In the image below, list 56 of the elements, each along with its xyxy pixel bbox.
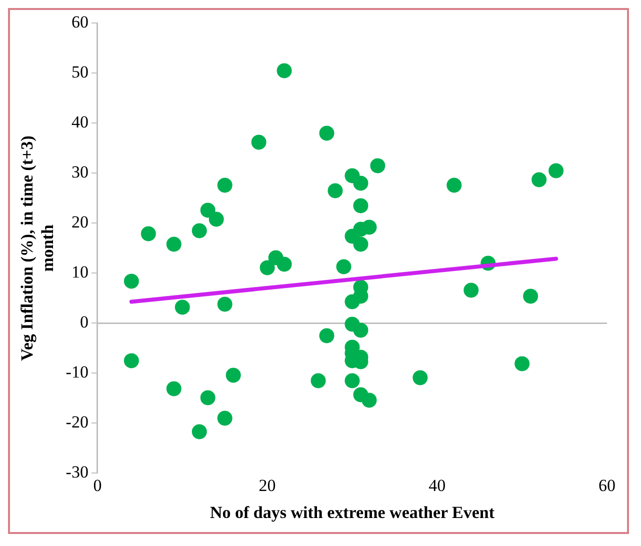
- point: [532, 172, 547, 188]
- point: [166, 381, 182, 396]
- point: [344, 294, 360, 310]
- point: [353, 222, 368, 237]
- point: [464, 282, 479, 298]
- y-tick-label: -20: [66, 412, 88, 432]
- y-tick-label: 50: [71, 62, 88, 82]
- point: [251, 134, 266, 150]
- point: [412, 370, 428, 386]
- x-axis-title: No of days with extreme weather Event: [210, 503, 495, 522]
- point: [310, 373, 326, 388]
- point: [124, 274, 139, 289]
- x-tick-label: 40: [428, 476, 446, 495]
- point: [319, 126, 334, 141]
- y-tick-label: -30: [66, 462, 88, 482]
- y-tick-label: 20: [71, 212, 88, 232]
- point: [319, 328, 334, 344]
- point: [336, 259, 352, 274]
- point: [200, 202, 216, 218]
- point: [166, 236, 182, 252]
- point: [174, 300, 190, 315]
- y-tick-label: 40: [71, 112, 88, 132]
- x-tick-label: 60: [598, 476, 616, 495]
- point: [370, 158, 386, 174]
- point: [140, 226, 156, 242]
- point: [344, 373, 360, 388]
- y-tick-label: 10: [71, 262, 88, 282]
- point: [548, 163, 564, 178]
- x-tick-label: 0: [93, 476, 102, 495]
- point: [208, 212, 224, 227]
- point: [192, 223, 207, 238]
- point: [446, 178, 462, 193]
- point: [328, 183, 343, 198]
- point: [362, 392, 377, 408]
- x-tick-label: 20: [258, 476, 276, 495]
- y-tick-label: 0: [80, 312, 88, 332]
- point: [353, 236, 368, 252]
- y-axis-title: Veg Inflation (%), in time (t+3) month: [18, 136, 57, 361]
- point: [217, 178, 232, 193]
- point: [124, 353, 139, 368]
- y-tick-label: 60: [71, 12, 88, 32]
- point: [276, 63, 292, 78]
- y-tick-label: 30: [71, 162, 88, 182]
- point: [260, 260, 275, 276]
- point: [353, 176, 368, 191]
- y-tick-label: -10: [66, 362, 88, 382]
- point: [200, 390, 216, 406]
- point: [523, 288, 538, 304]
- point: [276, 256, 292, 272]
- point: [353, 322, 368, 338]
- point: [217, 410, 232, 426]
- point: [217, 296, 232, 312]
- point: [353, 198, 368, 214]
- point: [514, 356, 530, 372]
- point: [192, 424, 207, 440]
- point: [226, 368, 241, 383]
